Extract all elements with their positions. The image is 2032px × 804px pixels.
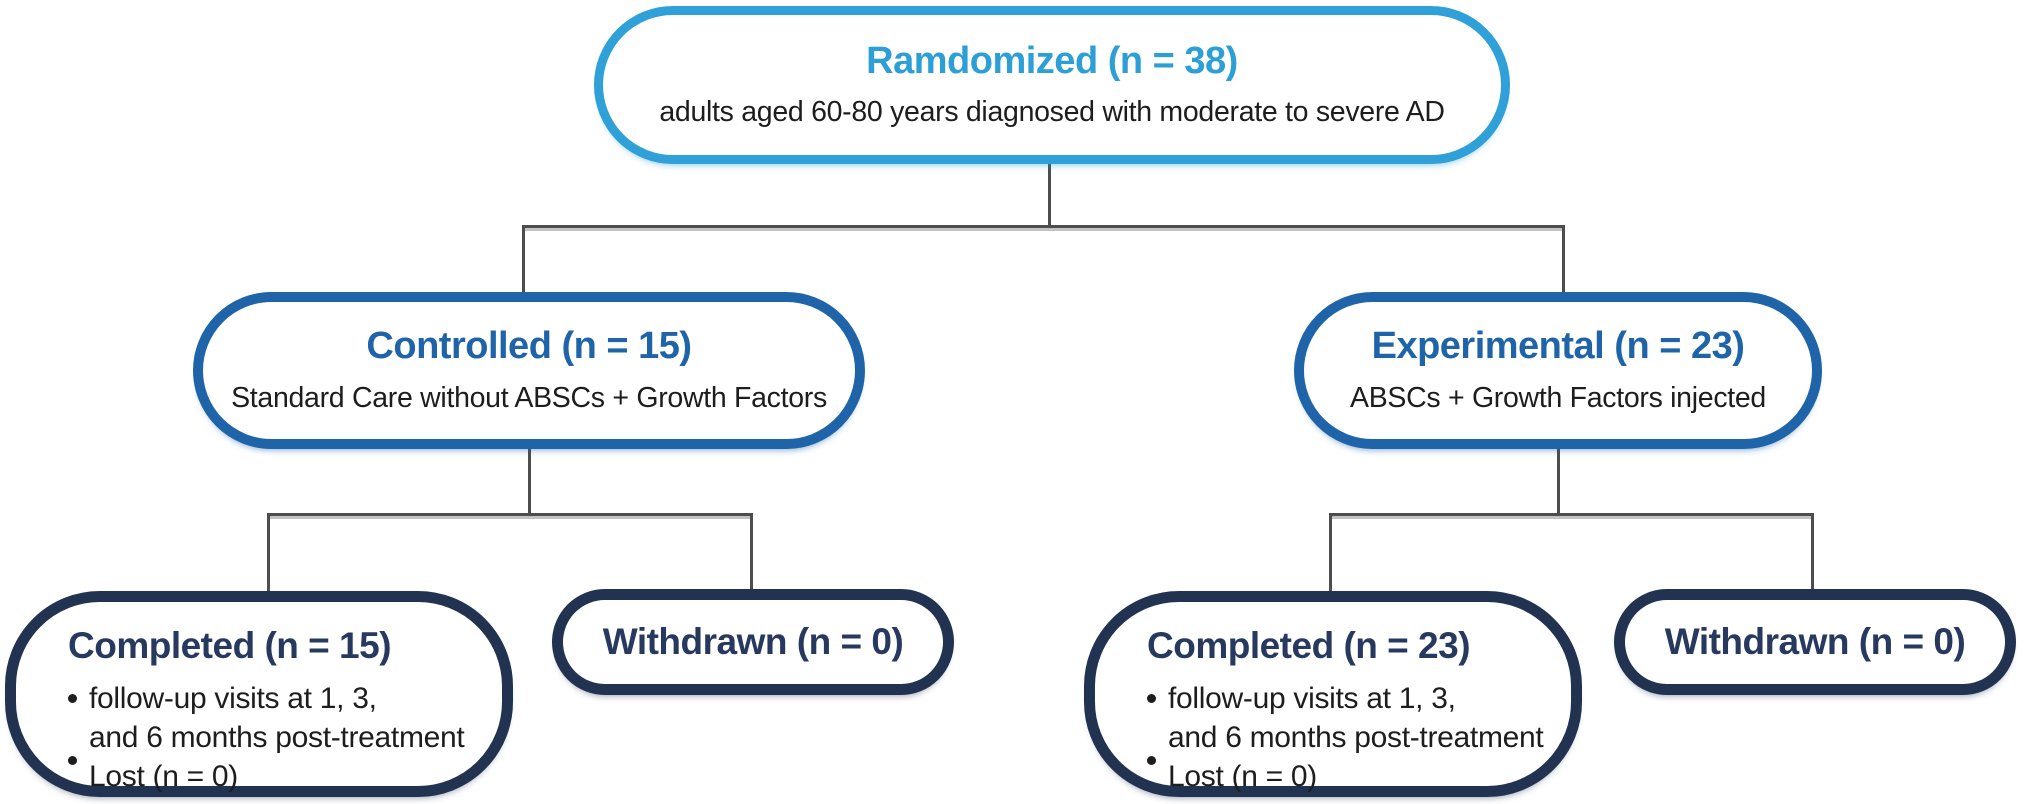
experimental-withdrawn-node: Withdrawn (n = 0) (1614, 589, 2016, 695)
controlled-withdrawn-node: Withdrawn (n = 0) (552, 589, 954, 695)
randomized-node: Ramdomized (n = 38) adults aged 60-80 ye… (594, 6, 1510, 164)
connector-level1-horizontal (522, 225, 1565, 228)
lost-text: Lost (n = 0) (89, 759, 238, 793)
lost-text: Lost (n = 0) (1168, 759, 1317, 793)
list-item: and 6 months post-treatment (1147, 718, 1544, 757)
connector-to-experimental-withdrawn (1811, 513, 1814, 593)
experimental-subtitle: ABSCs + Growth Factors injected (1350, 381, 1766, 414)
experimental-withdrawn-title: Withdrawn (n = 0) (1664, 620, 1966, 662)
bullet-dot (68, 755, 77, 765)
followup-text-line1: follow-up visits at 1, 3, (1168, 681, 1456, 715)
list-item: and 6 months post-treatment (68, 718, 465, 757)
list-item: Lost (n = 0) (68, 755, 238, 796)
controlled-completed-node: Completed (n = 15) follow-up visits at 1… (5, 591, 513, 797)
experimental-completed-title: Completed (n = 23) (1147, 625, 1471, 666)
controlled-title: Controlled (n = 15) (366, 325, 692, 368)
list-item: follow-up visits at 1, 3, (68, 679, 377, 718)
bullet-spacer (1147, 733, 1156, 742)
list-item: Lost (n = 0) (1147, 755, 1317, 796)
bullet-dot (68, 693, 77, 703)
followup-text-line2: and 6 months post-treatment (89, 720, 465, 754)
connector-controlled-down (528, 447, 531, 516)
connector-randomized-down (1048, 162, 1051, 228)
controlled-subtitle: Standard Care without ABSCs + Growth Fac… (231, 381, 827, 414)
bullet-dot (1147, 693, 1156, 703)
connector-to-controlled-completed (267, 513, 270, 595)
controlled-completed-title: Completed (n = 15) (68, 625, 392, 666)
randomized-title: Ramdomized (n = 38) (866, 39, 1238, 82)
bullet-spacer (68, 733, 77, 742)
connector-controlled-horizontal (267, 513, 753, 516)
connector-to-controlled-withdrawn (750, 513, 753, 593)
bullet-dot (1147, 755, 1156, 765)
followup-text-line1: follow-up visits at 1, 3, (89, 681, 377, 715)
experimental-arm-node: Experimental (n = 23) ABSCs + Growth Fac… (1294, 292, 1822, 449)
randomized-subtitle: adults aged 60-80 years diagnosed with m… (659, 96, 1445, 129)
connector-to-experimental-completed (1329, 513, 1332, 595)
experimental-title: Experimental (n = 23) (1371, 325, 1745, 368)
followup-text-line2: and 6 months post-treatment (1168, 720, 1544, 754)
connector-experimental-down (1557, 447, 1560, 516)
experimental-completed-node: Completed (n = 23) follow-up visits at 1… (1084, 591, 1582, 797)
connector-to-experimental (1562, 225, 1565, 295)
connector-experimental-horizontal (1329, 513, 1814, 516)
controlled-arm-node: Controlled (n = 15) Standard Care withou… (193, 292, 865, 449)
controlled-withdrawn-title: Withdrawn (n = 0) (602, 620, 904, 662)
list-item: follow-up visits at 1, 3, (1147, 679, 1456, 718)
connector-to-controlled (522, 225, 525, 295)
